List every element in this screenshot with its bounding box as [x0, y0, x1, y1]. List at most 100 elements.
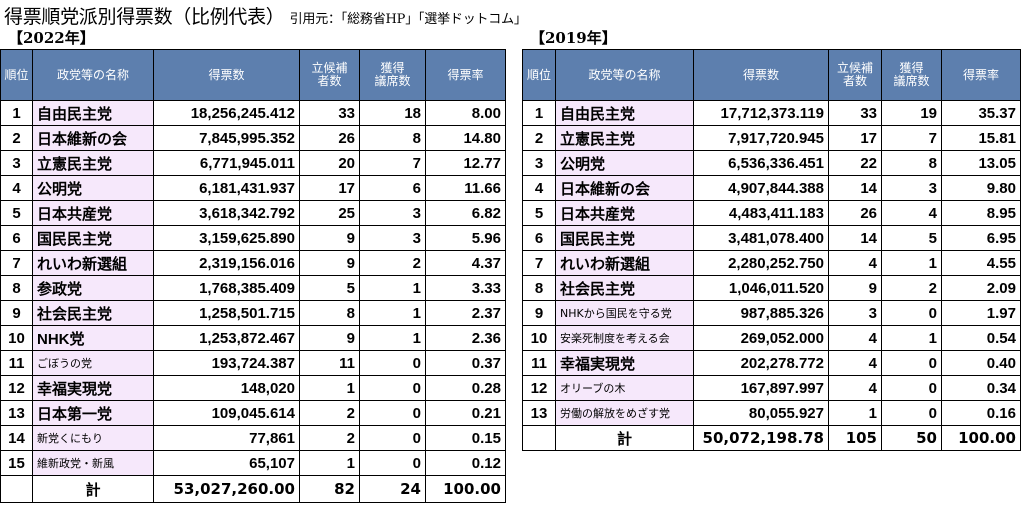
header-rank: 順位: [0, 49, 33, 101]
seats-cell: 0: [881, 375, 942, 401]
rank-cell: 11: [0, 350, 33, 376]
table-row: 13 労働の解放をめざす党 80,055.927 1 0 0.16: [522, 400, 1021, 426]
table-row: 12 オリーブの木 167,897.997 4 0 0.34: [522, 375, 1021, 401]
header-votes: 得票数: [153, 49, 300, 101]
table-row: 5 日本共産党 3,618,342.792 25 3 6.82: [0, 200, 506, 226]
table-row: 1 自由民主党 18,256,245.412 33 18 8.00: [0, 100, 506, 126]
rate-cell: 1.97: [941, 300, 1021, 326]
seats-cell: 3: [359, 225, 426, 251]
rate-cell: 0.37: [425, 350, 506, 376]
table-row: 10 安楽死制度を考える会 269,052.000 4 1 0.54: [522, 325, 1021, 351]
rate-cell: 14.80: [425, 125, 506, 151]
table-row: 1 自由民主党 17,712,373.119 33 19 35.37: [522, 100, 1021, 126]
party-name-cell: NHK党: [32, 325, 154, 351]
table-row: 12 幸福実現党 148,020 1 0 0.28: [0, 375, 506, 401]
party-name-cell: 日本共産党: [555, 200, 694, 226]
votes-cell: 4,483,411.183: [693, 200, 829, 226]
total-votes: 53,027,260.00: [153, 475, 300, 503]
party-name-cell: 社会民主党: [32, 300, 154, 326]
votes-cell: 17,712,373.119: [693, 100, 829, 126]
rate-cell: 11.66: [425, 175, 506, 201]
seats-cell: 0: [359, 400, 426, 426]
header-seats: 獲得 議席数: [359, 49, 426, 101]
rate-cell: 8.95: [941, 200, 1021, 226]
votes-cell: 167,897.997: [693, 375, 829, 401]
seats-cell: 5: [881, 225, 942, 251]
table-row: 15 維新政党・新風 65,107 1 0 0.12: [0, 450, 506, 476]
table-row: 11 ごぼうの党 193,724.387 11 0 0.37: [0, 350, 506, 376]
header-party: 政党等の名称: [32, 49, 154, 101]
candidates-cell: 1: [299, 375, 360, 401]
rank-cell: 6: [522, 225, 556, 251]
total-label: 計: [555, 425, 694, 451]
rate-cell: 0.54: [941, 325, 1021, 351]
votes-cell: 80,055.927: [693, 400, 829, 426]
page-title-row: 得票順党派別得票数（比例代表） 引用元：「総務省HP」「選挙ドットコム」: [4, 2, 527, 28]
rate-cell: 15.81: [941, 125, 1021, 151]
rank-cell: 13: [522, 400, 556, 426]
votes-cell: 6,771,945.011: [153, 150, 300, 176]
total-candidates: 82: [299, 475, 360, 503]
seats-cell: 0: [359, 425, 426, 451]
rank-cell: 6: [0, 225, 33, 251]
candidates-cell: 3: [828, 300, 882, 326]
header-candidates: 立候補 者数: [299, 49, 360, 101]
rate-cell: 4.55: [941, 250, 1021, 276]
party-name-cell: 労働の解放をめざす党: [555, 400, 694, 426]
rate-cell: 5.96: [425, 225, 506, 251]
party-name-cell: 立憲民主党: [555, 125, 694, 151]
seats-cell: 2: [359, 250, 426, 276]
table-row: 6 国民民主党 3,481,078.400 14 5 6.95: [522, 225, 1021, 251]
rank-cell: 4: [522, 175, 556, 201]
rank-cell: 10: [0, 325, 33, 351]
candidates-cell: 33: [299, 100, 360, 126]
table-row: 11 幸福実現党 202,278.772 4 0 0.40: [522, 350, 1021, 376]
candidates-cell: 4: [828, 250, 882, 276]
party-name-cell: 幸福実現党: [32, 375, 154, 401]
rate-cell: 0.21: [425, 400, 506, 426]
votes-cell: 4,907,844.388: [693, 175, 829, 201]
votes-cell: 3,618,342.792: [153, 200, 300, 226]
rate-cell: 13.05: [941, 150, 1021, 176]
votes-cell: 3,159,625.890: [153, 225, 300, 251]
party-name-cell: 自由民主党: [32, 100, 154, 126]
votes-cell: 193,724.387: [153, 350, 300, 376]
table-row: 8 社会民主党 1,046,011.520 9 2 2.09: [522, 275, 1021, 301]
votes-cell: 2,280,252.750: [693, 250, 829, 276]
seats-cell: 1: [881, 250, 942, 276]
candidates-cell: 9: [828, 275, 882, 301]
rate-cell: 0.28: [425, 375, 506, 401]
seats-cell: 1: [359, 300, 426, 326]
candidates-cell: 26: [299, 125, 360, 151]
party-name-cell: 新党くにもり: [32, 425, 154, 451]
rate-cell: 4.37: [425, 250, 506, 276]
table-row: 2 立憲民主党 7,917,720.945 17 7 15.81: [522, 125, 1021, 151]
candidates-cell: 11: [299, 350, 360, 376]
candidates-cell: 17: [828, 125, 882, 151]
seats-cell: 18: [359, 100, 426, 126]
candidates-cell: 14: [828, 225, 882, 251]
rank-cell: 5: [0, 200, 33, 226]
votes-cell: 109,045.614: [153, 400, 300, 426]
header-party: 政党等の名称: [555, 49, 694, 101]
rank-cell: 8: [0, 275, 33, 301]
total-row: 計 50,072,198.78 105 50 100.00: [522, 425, 1021, 451]
candidates-cell: 4: [828, 375, 882, 401]
total-label: 計: [32, 475, 154, 503]
rate-cell: 35.37: [941, 100, 1021, 126]
table-row: 4 日本維新の会 4,907,844.388 14 3 9.80: [522, 175, 1021, 201]
total-rate: 100.00: [425, 475, 506, 503]
party-name-cell: 日本第一党: [32, 400, 154, 426]
total-votes: 50,072,198.78: [693, 425, 829, 451]
candidates-cell: 2: [299, 400, 360, 426]
party-name-cell: 日本維新の会: [555, 175, 694, 201]
candidates-cell: 26: [828, 200, 882, 226]
votes-cell: 148,020: [153, 375, 300, 401]
seats-cell: 8: [359, 125, 426, 151]
header-rate: 得票率: [425, 49, 506, 101]
party-name-cell: 自由民主党: [555, 100, 694, 126]
votes-cell: 269,052.000: [693, 325, 829, 351]
party-name-cell: ごぼうの党: [32, 350, 154, 376]
rank-cell: 3: [0, 150, 33, 176]
candidates-cell: 1: [299, 450, 360, 476]
